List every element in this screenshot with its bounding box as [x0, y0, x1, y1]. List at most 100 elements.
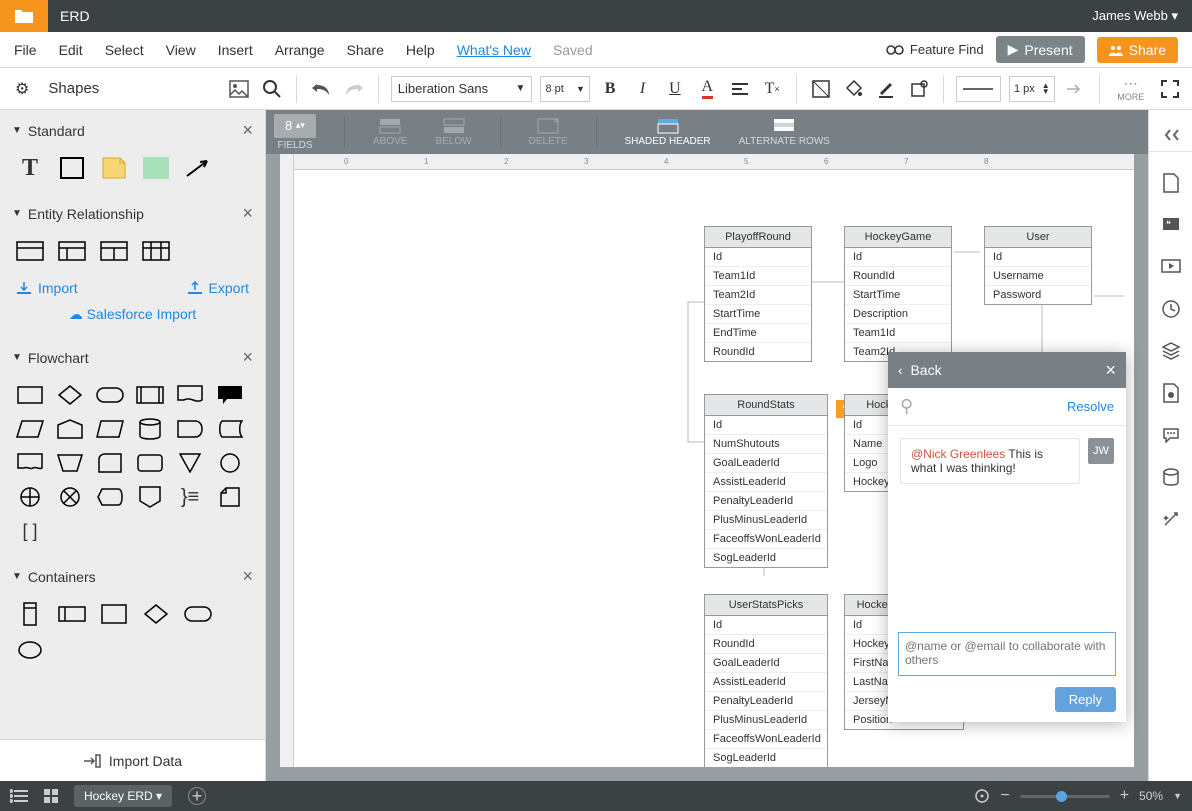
resolve-button[interactable]: Resolve: [1067, 399, 1114, 414]
font-size-select[interactable]: 8 pt▼: [540, 76, 589, 102]
zoom-slider[interactable]: [1020, 795, 1110, 798]
grid-view-icon[interactable]: [44, 789, 58, 803]
import-action[interactable]: Import: [16, 280, 78, 296]
menu-select[interactable]: Select: [105, 42, 144, 58]
shape-border-icon[interactable]: [809, 76, 833, 102]
cont-2[interactable]: [58, 603, 86, 625]
entity-field[interactable]: PlusMinusLeaderId: [705, 511, 827, 530]
entity-field[interactable]: Id: [845, 248, 951, 267]
user-menu[interactable]: James Webb ▾: [1078, 8, 1192, 24]
fc-brace[interactable]: }≡: [176, 486, 204, 508]
shaded-header[interactable]: SHADED HEADER: [625, 118, 711, 147]
entity-field[interactable]: Username: [985, 267, 1091, 286]
entity-field[interactable]: EndTime: [705, 324, 811, 343]
menu-arrange[interactable]: Arrange: [275, 42, 325, 58]
section-entity-relationship[interactable]: ▼ Entity Relationship ×: [0, 193, 265, 234]
image-icon[interactable]: [227, 76, 251, 102]
gear-icon[interactable]: ⚙: [10, 76, 34, 102]
entity-field[interactable]: NumShutouts: [705, 435, 827, 454]
entity-field[interactable]: Team2Id: [705, 286, 811, 305]
fc-pentagon[interactable]: [56, 418, 84, 440]
magic-icon[interactable]: [1160, 508, 1182, 530]
present-button[interactable]: ▶ Present: [996, 36, 1085, 63]
text-color-icon[interactable]: A: [695, 76, 719, 102]
section-containers[interactable]: ▼ Containers ×: [0, 556, 265, 597]
entity-field[interactable]: FaceoffsWonLeaderId: [705, 730, 827, 749]
menu-file[interactable]: File: [14, 42, 37, 58]
zoom-dropdown-icon[interactable]: ▼: [1173, 791, 1182, 801]
fc-brackets[interactable]: [ ]: [16, 520, 44, 542]
fc-predef[interactable]: [136, 384, 164, 406]
page-tab[interactable]: Hockey ERD ▾: [74, 785, 172, 807]
entity-round_stats[interactable]: RoundStatsIdNumShutoutsGoalLeaderIdAssis…: [704, 394, 828, 568]
close-comment-icon[interactable]: ×: [1105, 360, 1116, 381]
add-page-icon[interactable]: +: [188, 787, 206, 805]
entity-field[interactable]: PlusMinusLeaderId: [705, 711, 827, 730]
menu-view[interactable]: View: [166, 42, 196, 58]
fc-note[interactable]: [216, 486, 244, 508]
fc-callout[interactable]: [216, 384, 244, 406]
history-icon[interactable]: [1160, 298, 1182, 320]
line-width-select[interactable]: 1 px▲▼: [1009, 76, 1055, 102]
target-icon[interactable]: [974, 788, 990, 804]
fc-internal[interactable]: [16, 452, 44, 474]
entity-field[interactable]: SogLeaderId: [705, 549, 827, 567]
cont-6[interactable]: [16, 639, 44, 661]
entity-field[interactable]: Team1Id: [845, 324, 951, 343]
menu-edit[interactable]: Edit: [59, 42, 83, 58]
close-icon[interactable]: ×: [242, 566, 253, 587]
export-action[interactable]: Export: [187, 280, 249, 296]
entity-field[interactable]: PenaltyLeaderId: [705, 692, 827, 711]
zoom-value[interactable]: 50%: [1139, 789, 1163, 803]
entity-header[interactable]: HockeyGame: [845, 227, 951, 248]
fc-process[interactable]: [16, 384, 44, 406]
entity-field[interactable]: RoundId: [705, 635, 827, 654]
fc-display[interactable]: [96, 486, 124, 508]
line-end-icon[interactable]: [1063, 76, 1087, 102]
import-data-button[interactable]: Import Data: [0, 739, 265, 781]
entity-field[interactable]: Id: [705, 616, 827, 635]
search-icon-toolbar[interactable]: [260, 76, 284, 102]
feature-find[interactable]: Feature Find: [886, 42, 984, 57]
entity-field[interactable]: RoundId: [845, 267, 951, 286]
entity-field[interactable]: AssistLeaderId: [705, 473, 827, 492]
master-pages-icon[interactable]: [1160, 382, 1182, 404]
entity-header[interactable]: UserStatsPicks: [705, 595, 827, 616]
zoom-out-icon[interactable]: −: [1000, 787, 1009, 805]
entity-field[interactable]: StartTime: [845, 286, 951, 305]
clear-format-icon[interactable]: T×: [760, 76, 784, 102]
entity-playoff_round[interactable]: PlayoffRoundIdTeam1IdTeam2IdStartTimeEnd…: [704, 226, 812, 362]
fc-parallel[interactable]: [96, 418, 124, 440]
cont-1[interactable]: [16, 603, 44, 625]
entity-field[interactable]: GoalLeaderId: [705, 454, 827, 473]
entity-field[interactable]: Id: [705, 248, 811, 267]
delete-field[interactable]: ×DELETE: [529, 118, 568, 147]
cont-5[interactable]: [184, 603, 212, 625]
present-play-icon[interactable]: [1160, 256, 1182, 278]
alternate-rows[interactable]: ALTERNATE ROWS: [739, 118, 830, 147]
entity-header[interactable]: User: [985, 227, 1091, 248]
rect-shape[interactable]: [58, 157, 86, 179]
fc-stored[interactable]: [216, 418, 244, 440]
salesforce-import[interactable]: ☁ Salesforce Import: [0, 300, 265, 337]
line-style-select[interactable]: [956, 76, 1001, 102]
line-color-icon[interactable]: [874, 76, 898, 102]
section-flowchart[interactable]: ▼ Flowchart ×: [0, 337, 265, 378]
redo-icon[interactable]: [341, 76, 365, 102]
undo-icon[interactable]: [309, 76, 333, 102]
er-shape-3[interactable]: [100, 240, 128, 262]
fc-document[interactable]: [176, 384, 204, 406]
back-button[interactable]: ‹ Back: [898, 362, 942, 378]
entity-field[interactable]: GoalLeaderId: [705, 654, 827, 673]
layers-icon[interactable]: [1160, 340, 1182, 362]
close-icon[interactable]: ×: [242, 203, 253, 224]
arrow-shape[interactable]: [184, 157, 212, 179]
block-shape[interactable]: [142, 157, 170, 179]
entity-header[interactable]: PlayoffRound: [705, 227, 811, 248]
fc-database[interactable]: [136, 418, 164, 440]
entity-user[interactable]: UserIdUsernamePassword: [984, 226, 1092, 305]
fc-connector[interactable]: [216, 452, 244, 474]
comment-reply-input[interactable]: [898, 632, 1116, 676]
er-shape-4[interactable]: [142, 240, 170, 262]
entity-field[interactable]: StartTime: [705, 305, 811, 324]
